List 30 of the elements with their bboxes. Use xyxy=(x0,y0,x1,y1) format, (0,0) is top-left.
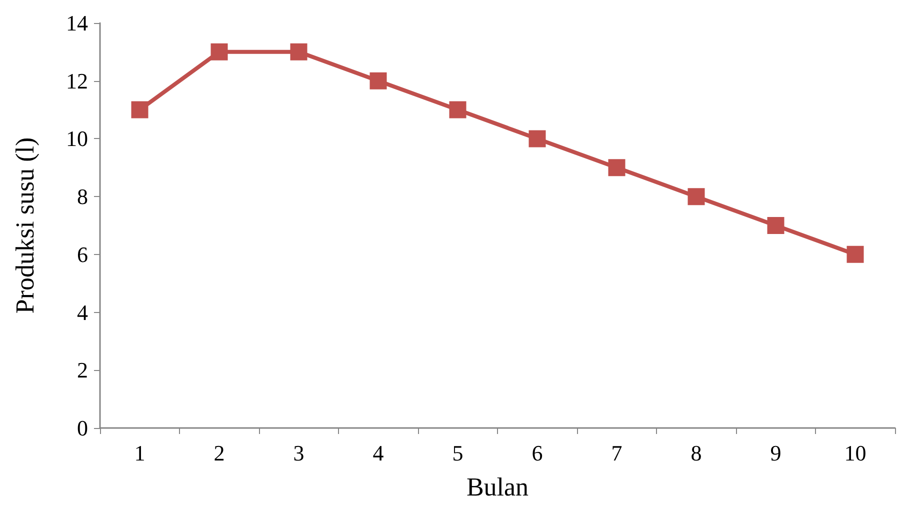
y-tick-label: 4 xyxy=(77,300,88,325)
x-tick-label: 1 xyxy=(134,440,146,466)
point xyxy=(608,159,626,176)
y-tick-label: 0 xyxy=(77,416,88,440)
x-tick-label: 10 xyxy=(844,440,866,466)
y-tick-label: 6 xyxy=(77,242,88,267)
point xyxy=(767,217,784,234)
x-tick-label: 2 xyxy=(214,440,225,466)
x-axis-title: Bulan xyxy=(466,472,529,502)
x-tick-label: 3 xyxy=(293,440,304,466)
x-tick-label: 4 xyxy=(372,440,384,466)
x-tick-label: 6 xyxy=(532,440,543,466)
y-tick-label: 10 xyxy=(66,126,88,152)
point xyxy=(846,246,864,263)
y-tick-label: 8 xyxy=(77,184,88,210)
y-tick-label: 2 xyxy=(77,358,88,383)
y-tick-label: 12 xyxy=(66,68,88,94)
y-axis-title: Produksi susu (l) xyxy=(10,137,40,314)
point xyxy=(688,188,705,206)
x-tick-label: 9 xyxy=(770,440,782,466)
x-tick-label: 5 xyxy=(452,440,464,466)
point xyxy=(131,101,148,118)
point xyxy=(449,101,466,118)
x-tick-label: 8 xyxy=(690,440,702,466)
x-tick-label: 7 xyxy=(611,440,622,466)
point xyxy=(290,43,308,60)
point xyxy=(370,72,387,90)
y-tick-label: 14 xyxy=(66,10,88,36)
point xyxy=(528,130,546,148)
point xyxy=(210,43,228,60)
